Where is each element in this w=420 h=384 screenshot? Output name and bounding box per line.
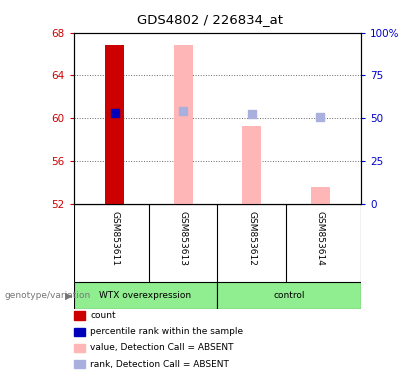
- FancyBboxPatch shape: [74, 282, 218, 309]
- Text: ▶: ▶: [65, 291, 73, 301]
- Text: GSM853611: GSM853611: [110, 211, 119, 266]
- Text: value, Detection Call = ABSENT: value, Detection Call = ABSENT: [90, 343, 234, 353]
- Point: [248, 111, 255, 117]
- FancyBboxPatch shape: [218, 282, 361, 309]
- Bar: [105, 45, 124, 204]
- Text: control: control: [273, 291, 305, 300]
- Text: genotype/variation: genotype/variation: [4, 291, 90, 300]
- Text: GSM853612: GSM853612: [247, 211, 256, 266]
- Text: GSM853613: GSM853613: [178, 211, 188, 266]
- Text: count: count: [90, 311, 116, 320]
- Bar: [310, 187, 330, 204]
- Point: [180, 108, 186, 114]
- Text: GSM853614: GSM853614: [315, 211, 325, 266]
- Text: WTX overexpression: WTX overexpression: [100, 291, 192, 300]
- Point: [317, 114, 323, 120]
- Text: GDS4802 / 226834_at: GDS4802 / 226834_at: [137, 13, 283, 26]
- Bar: [173, 45, 193, 204]
- Bar: [242, 126, 261, 204]
- Text: rank, Detection Call = ABSENT: rank, Detection Call = ABSENT: [90, 359, 229, 369]
- Point: [111, 110, 118, 116]
- Text: percentile rank within the sample: percentile rank within the sample: [90, 327, 244, 336]
